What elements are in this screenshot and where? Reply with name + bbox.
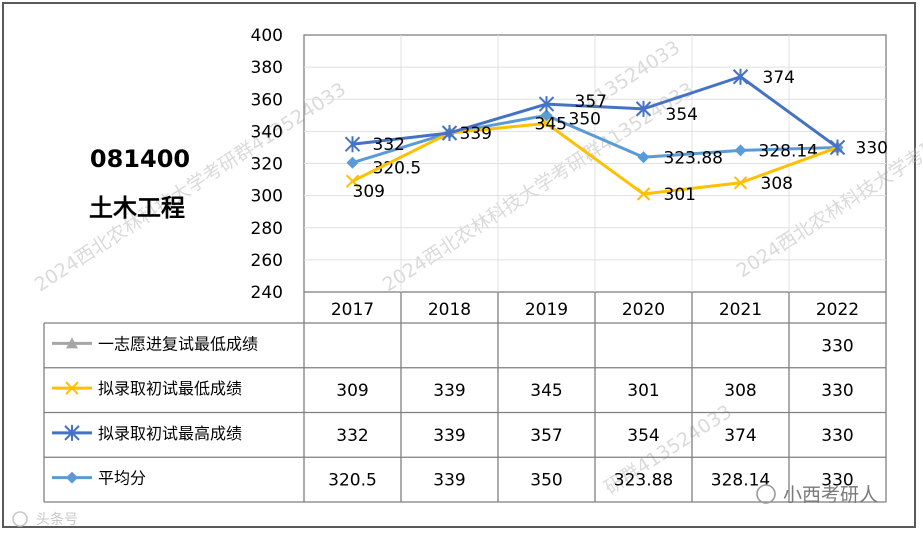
table-cell-1-2: 345 <box>530 381 562 401</box>
legend-label-2: 拟录取初试最高成绩 <box>98 424 242 443</box>
chart-frame <box>2 2 916 528</box>
program-code: 081400 <box>90 145 190 173</box>
plot-area <box>303 34 887 293</box>
table-cell-3-3: 323.88 <box>614 471 673 491</box>
table-cell-3-0: 320.5 <box>328 471 377 491</box>
series-3-point-0 <box>346 156 359 169</box>
series-1: 309 345 301 308 <box>345 114 845 205</box>
table-cell-0-5: 330 <box>821 336 853 356</box>
source-left: 头条号 <box>36 511 78 528</box>
program-name: 土木工程 <box>89 194 185 222</box>
series-2-label-0: 332 <box>373 135 405 155</box>
series-2-label-3: 354 <box>666 105 698 125</box>
series-1-point-3 <box>636 187 651 201</box>
series-1-label-0: 309 <box>353 182 385 202</box>
series-2-label-1: 339 <box>460 124 492 144</box>
legend-marker-0 <box>66 337 78 349</box>
table-cell-1-3: 301 <box>627 381 659 401</box>
series-1-point-0 <box>345 174 360 188</box>
y-tick-260: 260 <box>251 251 283 271</box>
table-cell-3-5: 330 <box>821 471 853 491</box>
series-2-point-5 <box>829 139 846 156</box>
table-cell-3-2: 350 <box>530 471 562 491</box>
series-3-label-2: 350 <box>569 109 601 129</box>
x-tick-2020: 2020 <box>622 300 665 320</box>
series-2-point-3 <box>635 100 652 117</box>
series-line-3 <box>352 113 838 165</box>
series-1-label-4: 308 <box>761 174 793 194</box>
wechat-icon <box>756 484 776 504</box>
table-cell-1-5: 330 <box>821 381 853 401</box>
table-cell-3-1: 339 <box>433 471 465 491</box>
series-2-label-2: 357 <box>575 92 607 112</box>
series-1-point-2 <box>539 116 554 131</box>
table-cell-2-2: 357 <box>530 426 562 446</box>
y-tick-400: 400 <box>251 26 283 46</box>
legend-label-1: 拟录取初试最低成绩 <box>98 379 242 398</box>
series-2-point-4 <box>732 68 749 85</box>
table-cell-2-5: 330 <box>821 426 853 446</box>
y-tick-320: 320 <box>251 155 283 175</box>
legend-marker-3 <box>66 471 78 484</box>
series-3-label-3: 323.88 <box>664 148 723 168</box>
y-tick-360: 360 <box>251 90 283 110</box>
y-tick-380: 380 <box>251 58 283 78</box>
x-tick-2018: 2018 <box>428 300 471 320</box>
footer-right: 小西考研人 <box>756 484 878 506</box>
series-3-label-4: 328.14 <box>759 141 818 161</box>
series-2-label-5: 330 <box>856 138 888 158</box>
series-2-point-1 <box>441 124 458 141</box>
legend-marker-2 <box>64 424 80 441</box>
table-cell-2-3: 354 <box>627 426 659 446</box>
series-1-point-4 <box>733 176 748 190</box>
series-3-point-4 <box>734 144 747 157</box>
y-tick-240: 240 <box>251 283 283 303</box>
x-tick-2019: 2019 <box>525 300 568 320</box>
y-tick-280: 280 <box>251 219 283 239</box>
series-1-label-2: 345 <box>535 114 567 134</box>
x-tick-2021: 2021 <box>719 300 762 320</box>
x-tick-2022: 2022 <box>816 300 859 320</box>
series-2-point-2 <box>538 96 555 113</box>
footer-left: 头条号 <box>12 511 78 528</box>
legend-label-0: 一志愿进复试最低成绩 <box>98 334 258 353</box>
table-cell-1-0: 309 <box>336 381 368 401</box>
table-cell-3-4: 328.14 <box>711 471 770 491</box>
legend-marker-1 <box>65 381 79 395</box>
series-3-point-2 <box>540 109 553 122</box>
series-1-label-3: 301 <box>664 185 696 205</box>
table-cell-2-4: 374 <box>724 426 756 446</box>
y-axis: 240 260 280 300 320 340 360 380 400 <box>251 26 283 303</box>
y-tick-300: 300 <box>251 187 283 207</box>
table-cell-1-1: 339 <box>433 381 465 401</box>
source-icon <box>12 511 28 527</box>
table-cell-2-0: 332 <box>336 426 368 446</box>
series-3-point-3 <box>637 151 650 164</box>
series-line-2 <box>352 75 839 149</box>
source-right: 小西考研人 <box>783 484 878 506</box>
legend-label-3: 平均分 <box>98 469 146 488</box>
series-2: 332 339 357 354 374 330 <box>344 68 888 158</box>
series-2-point-0 <box>344 136 361 153</box>
table-cell-1-4: 308 <box>724 381 756 401</box>
y-tick-340: 340 <box>251 122 283 142</box>
series-line-1 <box>351 121 839 196</box>
data-table: 2017 2018 2019 2020 2021 2022 一志愿进复试最低成绩 330 拟录取… <box>43 292 887 503</box>
table-cell-2-1: 339 <box>433 426 465 446</box>
series-2-label-4: 374 <box>763 68 795 88</box>
x-tick-2017: 2017 <box>331 300 374 320</box>
